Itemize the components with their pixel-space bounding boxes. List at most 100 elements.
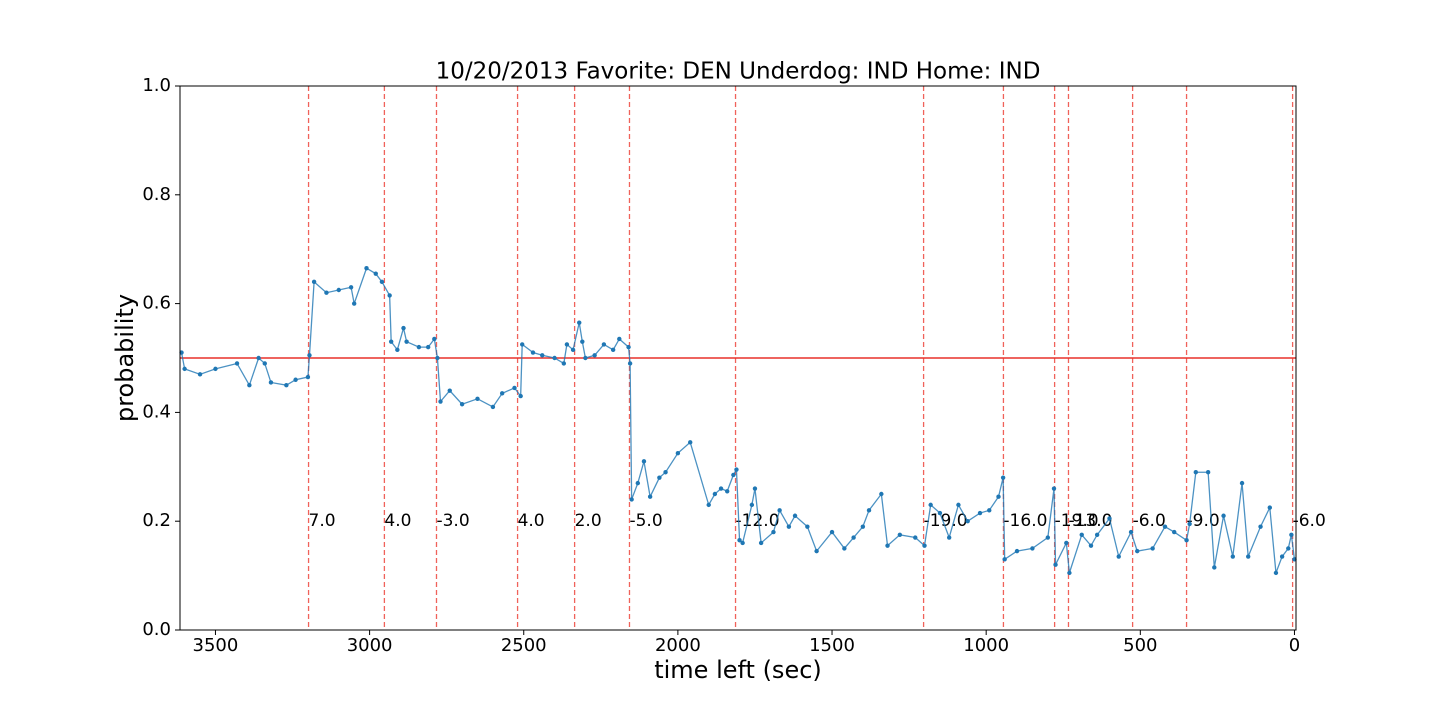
point (519, 342, 525, 347)
point (416, 344, 422, 350)
point (777, 508, 782, 513)
point (336, 287, 341, 293)
point (1045, 535, 1051, 540)
point (737, 538, 742, 543)
point (805, 524, 810, 529)
point (965, 519, 970, 524)
point (814, 548, 819, 554)
point (617, 336, 622, 342)
point (268, 380, 274, 385)
point (626, 344, 631, 350)
point (1239, 480, 1245, 486)
point (897, 532, 903, 537)
event-label: 4.0 (384, 511, 411, 531)
point (351, 301, 357, 306)
point (552, 355, 557, 361)
point (946, 535, 952, 540)
x-tick-label: 2000 (655, 635, 701, 656)
y-tick-label: 0.4 (142, 401, 171, 422)
point (1172, 529, 1177, 535)
point (379, 279, 385, 285)
point (712, 491, 718, 497)
point (956, 502, 961, 508)
point (1014, 548, 1020, 554)
point (499, 391, 505, 396)
point (792, 513, 798, 518)
event-label: -3.0 (436, 511, 469, 531)
point (234, 361, 240, 366)
point (561, 361, 567, 366)
point (627, 361, 633, 366)
plot-frame (179, 85, 1297, 631)
point (851, 535, 856, 540)
x-tick-label: 3000 (347, 635, 393, 656)
point (1088, 543, 1094, 548)
event-label: -19.0 (924, 511, 968, 531)
point (577, 320, 582, 325)
point (564, 342, 570, 347)
point (928, 502, 933, 508)
series-line (180, 267, 1296, 574)
event-label: -9.0 (1187, 511, 1220, 531)
point (1230, 554, 1236, 559)
point (438, 399, 443, 404)
point (475, 396, 480, 401)
point (635, 480, 641, 486)
point (311, 279, 317, 285)
chart-title: 10/20/2013 Favorite: DEN Underdog: IND H… (436, 59, 1041, 85)
point (601, 342, 607, 347)
point (1286, 546, 1291, 551)
point (348, 285, 354, 290)
point (663, 470, 668, 475)
point (213, 366, 218, 372)
point (425, 344, 431, 350)
point (866, 508, 872, 513)
point (1135, 548, 1140, 554)
point (688, 440, 693, 445)
point (1187, 521, 1192, 527)
point (432, 336, 437, 342)
point (256, 355, 261, 361)
point (518, 393, 523, 399)
event-label: -6.0 (1293, 511, 1326, 531)
x-tick-label: 500 (1123, 635, 1157, 656)
y-tick-label: 0.0 (142, 619, 171, 640)
point (786, 524, 792, 529)
point (1212, 565, 1217, 570)
point (490, 404, 496, 410)
point (540, 353, 545, 358)
event-label: 7.0 (309, 511, 336, 531)
point (387, 293, 392, 298)
x-tick-label: 1000 (963, 635, 1009, 656)
y-tick-label: 1.0 (142, 75, 171, 96)
point (731, 472, 736, 478)
point (734, 467, 739, 472)
x-tick-label: 2500 (501, 635, 547, 656)
point (592, 353, 597, 358)
point (1053, 562, 1058, 567)
point (1184, 538, 1189, 543)
point (657, 475, 662, 480)
point (922, 543, 927, 548)
x-tick-label: 3500 (193, 635, 239, 656)
point (293, 377, 298, 382)
point (1128, 529, 1134, 535)
point (706, 502, 711, 508)
point (1064, 540, 1069, 546)
point (395, 347, 400, 353)
y-axis-label: probability (111, 294, 139, 422)
point (1000, 475, 1006, 480)
point (1079, 532, 1084, 537)
point (771, 529, 776, 535)
x-tick-label: 1500 (809, 635, 855, 656)
point (182, 366, 187, 372)
point (583, 355, 588, 361)
point (401, 325, 406, 331)
point (307, 353, 312, 358)
point (1221, 513, 1226, 518)
point (842, 546, 847, 551)
point (1267, 505, 1272, 510)
point (1246, 554, 1251, 559)
point (641, 459, 647, 464)
